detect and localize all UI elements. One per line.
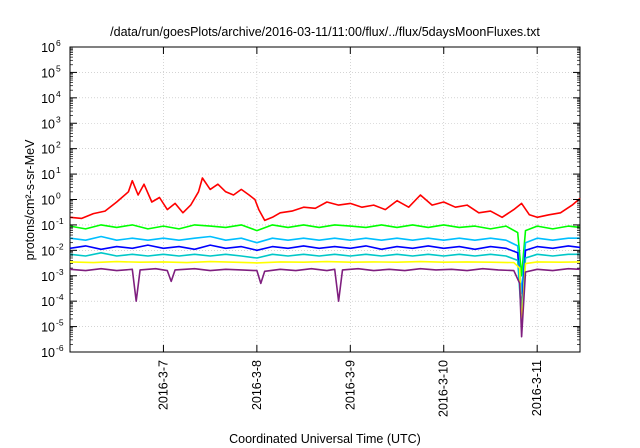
chart-title: /data/run/goesPlots/archive/2016-03-11/1… [110, 25, 540, 39]
y-tick-exponent: -6 [56, 343, 64, 353]
y-tick-label: 10 [41, 346, 55, 360]
y-tick-label: 10 [41, 117, 55, 131]
grid-lines [70, 47, 580, 352]
y-tick-label: 10 [41, 194, 55, 208]
series-line-2 [69, 224, 581, 277]
x-tick-label: 2016-3-11 [530, 360, 544, 416]
y-tick-label: 10 [41, 41, 55, 55]
y-tick-exponent: -2 [56, 241, 64, 251]
y-tick-exponent: -4 [56, 292, 64, 302]
y-tick-label: 10 [41, 168, 55, 182]
y-tick-exponent: 3 [56, 114, 61, 124]
y-tick-label: 10 [41, 143, 55, 157]
x-axis: 2016-3-7 2016-3-8 2016-3-9 2016-3-10 2016-3-… [156, 47, 544, 417]
y-tick-label: 10 [41, 219, 55, 233]
y-tick-label: 10 [41, 270, 55, 284]
series-line-1 [69, 177, 581, 222]
y-tick-exponent: 6 [56, 38, 61, 48]
x-tick-label: 2016-3-10 [437, 360, 451, 417]
y-tick-label: 10 [41, 66, 55, 80]
series-layer [69, 177, 581, 338]
y-tick-exponent: 2 [56, 140, 61, 150]
x-tick-label: 2016-3-7 [156, 360, 170, 410]
series-line-7 [69, 267, 581, 338]
x-axis-label: Coordinated Universal Time (UTC) [229, 432, 421, 446]
x-tick-label: 2016-3-9 [343, 360, 357, 410]
y-tick-label: 10 [41, 321, 55, 335]
y-tick-exponent: 1 [56, 165, 61, 175]
y-tick-exponent: -5 [56, 318, 64, 328]
y-tick-exponent: 4 [56, 89, 61, 99]
y-axis-label: protons/cm²-s-sr-MeV [23, 139, 37, 261]
y-axis: 10 -610 -510 -410 -310 -210 -110 010 110 210 310 41… [41, 38, 580, 360]
x-tick-label: 2016-3-8 [250, 360, 264, 410]
y-tick-exponent: 0 [56, 191, 61, 201]
y-tick-exponent: -1 [56, 216, 64, 226]
series-line-5 [69, 252, 580, 320]
y-tick-exponent: -3 [56, 267, 64, 277]
y-tick-exponent: 5 [56, 63, 61, 73]
y-tick-label: 10 [41, 244, 55, 258]
y-tick-label: 10 [41, 92, 55, 106]
series-line-6 [69, 260, 581, 328]
y-tick-label: 10 [41, 295, 55, 309]
